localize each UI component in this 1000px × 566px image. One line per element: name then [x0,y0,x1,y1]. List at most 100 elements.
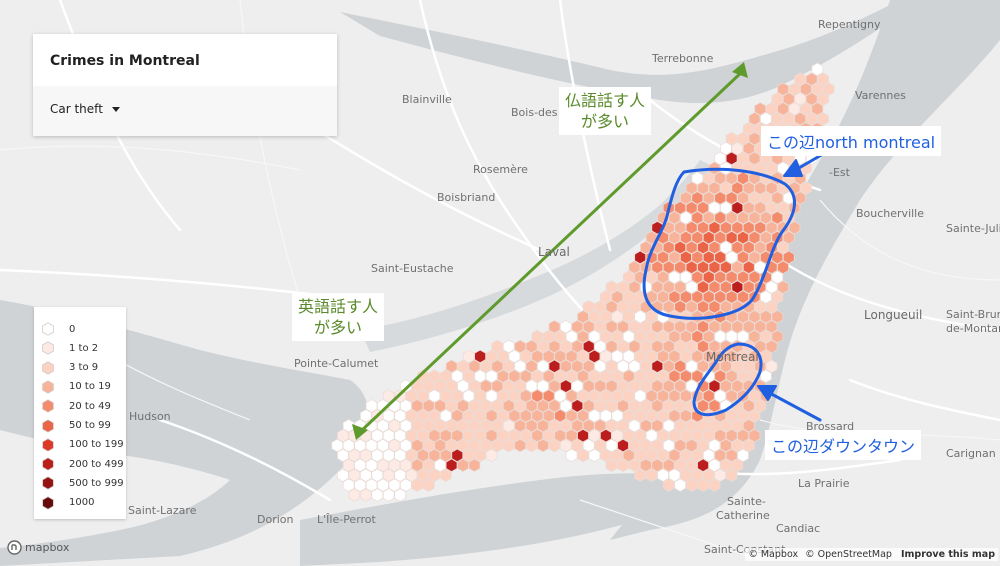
hex-cell [394,428,406,443]
hex-cell [662,478,675,492]
river-des-prairies [360,160,712,352]
place-label: Carignan [946,447,996,460]
hex-cell [731,280,744,294]
hex-cell [405,448,418,463]
hex-cell [548,339,561,354]
hex-cell [531,409,544,423]
hex-cell [760,211,772,225]
hex-cell [702,250,715,265]
hex-cell [474,409,486,423]
hex-cell [537,418,549,433]
hex-cell [702,230,715,245]
hex-cell [405,428,418,443]
hex-cell [691,369,704,383]
hex-cell [702,389,715,403]
hex-cell [468,458,481,473]
hex-cell [674,379,686,393]
hex-cell [560,339,572,354]
hex-cell [691,191,704,205]
river-north [340,0,920,104]
hex-cell [337,428,349,443]
hex-cell [594,379,606,393]
hex-cell [782,112,795,126]
hex-cell [800,102,812,116]
legend-swatch [42,496,54,510]
place-label: La Prairie [798,477,850,490]
hex-cell [565,409,578,423]
hex-cell [628,438,641,453]
hex-cell [714,369,726,383]
hex-cell [720,181,732,195]
hex-cell [577,409,589,423]
hex-cell [737,290,749,304]
hex-cell [817,72,829,86]
hex-cell [742,438,755,453]
hex-cell [531,428,544,443]
hex-cell [542,369,555,383]
hex-cell [657,409,669,423]
hex-cell [382,428,395,443]
improve-map-link[interactable]: Improve this map [900,549,995,560]
hex-cell [742,319,755,334]
hex-cell [582,418,595,433]
hex-cell [674,478,686,492]
hex-cell [725,448,738,463]
attribution-osm-link[interactable]: © OpenStreetMap [805,549,892,560]
hex-cell [622,409,635,423]
hex-cell [640,379,652,393]
hex-cell [400,418,412,433]
hex-cell [680,329,692,344]
hex-cell [428,389,441,403]
hex-cell [754,102,766,116]
hex-cell [725,151,738,166]
hex-cell [388,458,401,473]
attribution-mapbox-link[interactable]: © Mapbox [748,549,799,560]
hex-cell [737,270,749,284]
mapbox-logo[interactable]: mapbox [7,540,69,555]
category-select[interactable]: Car theft [50,102,120,116]
hex-cell [777,201,789,215]
legend-label: 3 to 9 [69,362,99,374]
hex-cell [537,379,549,393]
hex-cell [485,409,498,423]
map-attribution: © Mapbox © OpenStreetMap Improve this ma… [745,548,998,561]
hex-cell [434,379,446,393]
hex-cell [520,409,532,423]
hex-cell [594,359,606,374]
hex-cell [714,230,726,245]
hex-cell [371,488,384,502]
hex-cell [742,141,755,156]
hex-cell [657,349,669,364]
hex-cell [582,399,595,413]
hex-cell [571,399,584,413]
hex-cell [480,399,492,413]
hex-cell [702,468,715,482]
place-label: Bois-des [511,106,558,119]
hex-cell [348,488,361,502]
hex-cell [765,161,778,176]
place-label: Boisbriand [437,191,496,204]
mapbox-icon [7,540,22,555]
hex-cell [525,418,538,433]
hex-cell [537,438,549,453]
hex-cell [468,359,481,374]
hex-cell [342,438,355,453]
hex-cell [668,409,681,423]
hex-cell [622,448,635,463]
hex-cell [742,181,755,195]
hex-cell [600,369,612,383]
hex-cell [662,458,675,473]
hex-cell [480,438,492,453]
hex-cell [788,220,801,235]
hex-cell [594,339,606,354]
hex-cell [708,418,721,433]
hex-cell [485,448,498,463]
hex-cell [657,369,669,383]
hex-cell [377,438,389,453]
place-label: Varennes [855,89,906,102]
hex-cell [605,379,618,393]
hex-cell [674,280,686,294]
place-label: Boucherville [856,207,925,220]
place-label-longueuil: Longueuil [864,308,923,322]
hex-cell [662,240,675,255]
